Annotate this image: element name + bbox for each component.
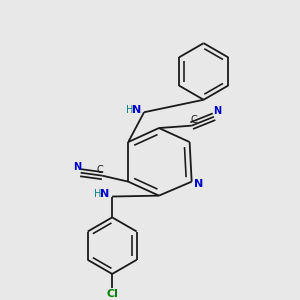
Text: N: N xyxy=(73,162,81,172)
Text: H: H xyxy=(94,189,101,199)
Text: C: C xyxy=(191,115,197,125)
Text: H: H xyxy=(126,105,134,115)
Text: N: N xyxy=(100,189,110,199)
Text: N: N xyxy=(132,105,141,115)
Text: N: N xyxy=(214,106,222,116)
Text: Cl: Cl xyxy=(106,289,118,299)
Text: N: N xyxy=(194,179,203,189)
Text: C: C xyxy=(97,165,103,175)
